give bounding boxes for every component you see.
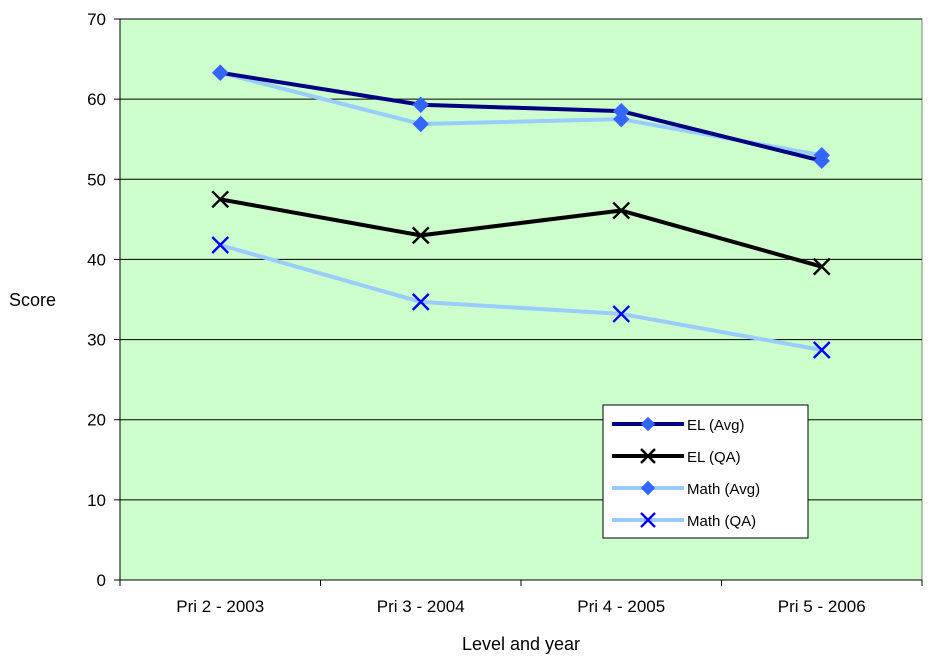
data-point-marker bbox=[812, 257, 831, 276]
series-line bbox=[219, 243, 823, 352]
data-point-marker bbox=[412, 115, 429, 133]
y-tick-label: 30 bbox=[87, 331, 106, 350]
x-tick-label: Pri 5 - 2006 bbox=[778, 597, 866, 616]
legend-label: Math (Avg) bbox=[687, 481, 760, 498]
y-tick-label: 0 bbox=[97, 571, 106, 590]
legend-item: EL (QA) bbox=[612, 448, 741, 466]
data-point-marker bbox=[640, 512, 656, 528]
data-point-marker bbox=[211, 236, 230, 254]
y-tick-label: 60 bbox=[87, 90, 106, 109]
data-point-marker bbox=[612, 201, 631, 220]
y-tick-label: 50 bbox=[87, 170, 106, 189]
x-tick-labels: Pri 2 - 2003 Pri 3 - 2004 Pri 4 - 2005 Pri … bbox=[176, 597, 865, 616]
y-tick-label: 40 bbox=[87, 250, 106, 269]
x-tick-label: Pri 3 - 2004 bbox=[377, 597, 465, 616]
data-point-marker bbox=[640, 480, 656, 496]
data-point-marker bbox=[812, 341, 831, 359]
data-point-marker bbox=[640, 448, 656, 464]
x-tick-label: Pri 2 - 2003 bbox=[176, 597, 264, 616]
series-line bbox=[219, 70, 823, 163]
y-tick-label: 10 bbox=[87, 491, 106, 510]
legend-item: Math (Avg) bbox=[612, 480, 760, 498]
data-point-marker bbox=[411, 226, 430, 245]
data-point-marker bbox=[211, 190, 230, 209]
legend-label: EL (QA) bbox=[687, 449, 741, 466]
legend-label: Math (QA) bbox=[687, 513, 756, 530]
data-point-marker bbox=[813, 152, 830, 170]
data-point-marker bbox=[212, 64, 229, 81]
series-lines bbox=[211, 64, 831, 359]
axes bbox=[114, 18, 923, 586]
data-point-marker bbox=[613, 102, 630, 120]
x-axis-title: Level and year bbox=[462, 634, 580, 654]
x-tick-label: Pri 4 - 2005 bbox=[577, 597, 665, 616]
series-line bbox=[219, 197, 823, 269]
data-point-marker bbox=[411, 293, 430, 311]
legend-item: EL (Avg) bbox=[612, 416, 745, 434]
series-math-qa bbox=[211, 236, 831, 359]
data-point-marker bbox=[412, 96, 429, 113]
legend-label: EL (Avg) bbox=[687, 417, 745, 434]
data-point-marker bbox=[612, 305, 631, 323]
y-tick-label: 70 bbox=[87, 10, 106, 29]
series-el-qa bbox=[211, 190, 831, 276]
legend-box bbox=[602, 404, 809, 539]
y-tick-labels: 0 10 20 30 40 50 60 70 bbox=[87, 10, 106, 590]
data-point-marker bbox=[640, 416, 656, 432]
y-tick-label: 20 bbox=[87, 411, 106, 430]
y-axis-title: Score bbox=[9, 290, 56, 310]
legend-item: Math (QA) bbox=[612, 512, 756, 530]
series-el-avg bbox=[212, 64, 830, 170]
legend: EL (Avg) EL (QA) Math (Avg) Math (QA) bbox=[602, 404, 809, 539]
